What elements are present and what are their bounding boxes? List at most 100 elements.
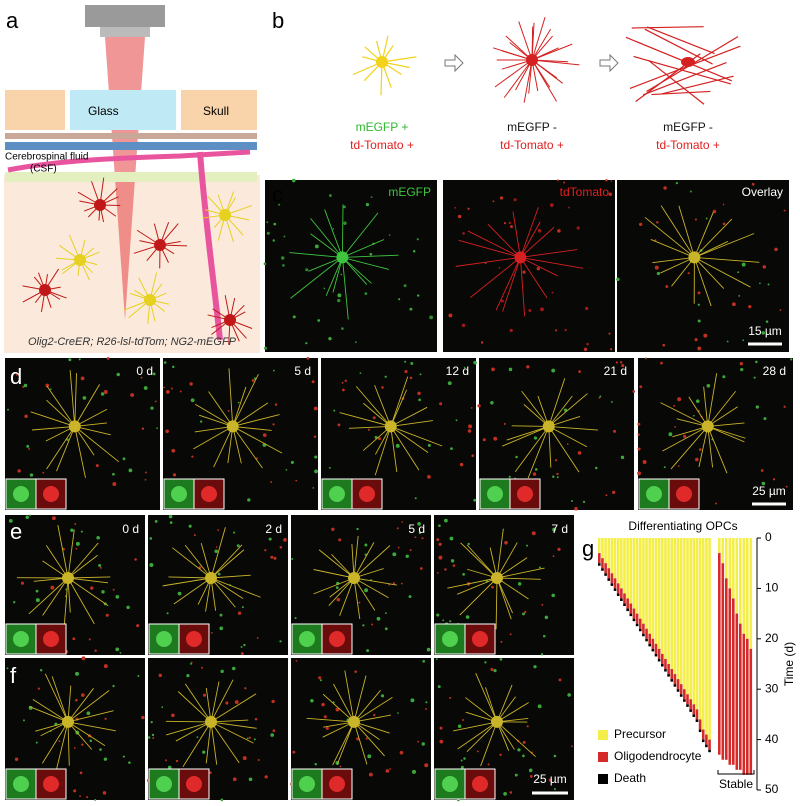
process bbox=[41, 721, 69, 764]
inset-soma bbox=[329, 776, 345, 792]
speckle bbox=[279, 545, 283, 549]
speckle bbox=[515, 455, 518, 459]
process bbox=[703, 386, 709, 427]
process bbox=[496, 721, 536, 758]
process bbox=[353, 696, 393, 723]
speckle bbox=[608, 332, 611, 335]
speckle bbox=[660, 361, 663, 365]
speckle bbox=[508, 221, 511, 225]
process bbox=[353, 690, 381, 723]
speckle bbox=[272, 239, 275, 242]
bar-segment bbox=[629, 538, 633, 604]
speckle bbox=[503, 222, 507, 225]
speckle bbox=[24, 414, 28, 419]
speckle bbox=[555, 329, 558, 332]
speckle bbox=[214, 549, 218, 554]
process bbox=[390, 426, 398, 473]
process bbox=[531, 43, 573, 61]
speckle bbox=[437, 571, 439, 574]
process bbox=[74, 408, 108, 427]
speckle bbox=[377, 437, 382, 441]
process bbox=[470, 257, 521, 298]
speckle bbox=[732, 302, 736, 307]
speckle bbox=[168, 514, 173, 519]
speckle bbox=[417, 391, 421, 396]
speckle bbox=[563, 181, 566, 184]
speckle bbox=[715, 502, 718, 505]
speckle bbox=[586, 342, 589, 346]
speckle bbox=[151, 733, 155, 737]
speckle bbox=[264, 549, 267, 552]
speckle bbox=[95, 464, 99, 468]
process bbox=[511, 425, 549, 427]
process bbox=[694, 218, 733, 258]
process bbox=[707, 390, 737, 427]
bar-segment bbox=[654, 643, 658, 654]
process bbox=[514, 426, 550, 473]
process bbox=[342, 239, 385, 258]
inset-soma bbox=[329, 486, 345, 502]
process bbox=[342, 254, 399, 258]
speckle bbox=[137, 675, 140, 677]
bar-segment bbox=[661, 538, 664, 654]
speckle bbox=[755, 405, 759, 409]
process bbox=[650, 238, 695, 258]
process bbox=[694, 257, 725, 289]
timepoint-label: 12 d bbox=[446, 364, 469, 378]
process bbox=[333, 683, 355, 723]
speckle bbox=[253, 377, 257, 380]
bar-segment bbox=[695, 709, 699, 720]
speckle bbox=[170, 387, 173, 390]
speckle bbox=[189, 382, 193, 386]
process bbox=[456, 577, 498, 595]
soma bbox=[336, 251, 349, 264]
myelin bbox=[629, 45, 741, 90]
blood-vessel bbox=[7, 149, 251, 173]
process bbox=[51, 676, 69, 723]
process bbox=[290, 257, 343, 299]
legend-swatch bbox=[598, 774, 608, 784]
speckle bbox=[452, 564, 456, 567]
bar-segment bbox=[689, 699, 692, 710]
process bbox=[455, 256, 521, 267]
process bbox=[390, 389, 408, 427]
bar-segment bbox=[739, 538, 742, 624]
process bbox=[46, 385, 76, 427]
speckle bbox=[35, 598, 40, 603]
process bbox=[194, 403, 233, 427]
y-axis-label: Time (d) bbox=[782, 642, 796, 686]
myelin bbox=[643, 61, 727, 96]
process bbox=[353, 675, 367, 723]
speckle bbox=[490, 401, 494, 405]
legend-swatch bbox=[598, 752, 608, 762]
speckle bbox=[295, 659, 298, 662]
bar-segment bbox=[676, 538, 680, 680]
process bbox=[322, 693, 355, 723]
bar-segment bbox=[645, 628, 648, 639]
speckle bbox=[89, 739, 93, 742]
bar-segment bbox=[676, 679, 680, 690]
speckle bbox=[608, 192, 613, 197]
speckle bbox=[499, 196, 504, 200]
speckle bbox=[438, 524, 441, 528]
speckle bbox=[599, 395, 602, 398]
chart-title: Differentiating OPCs bbox=[628, 519, 737, 533]
speckle bbox=[549, 203, 554, 208]
process bbox=[67, 690, 110, 723]
state-label: td-Tomato + bbox=[656, 138, 720, 152]
speckle bbox=[568, 206, 571, 209]
speckle bbox=[150, 406, 154, 410]
speckle bbox=[722, 203, 725, 206]
speckle bbox=[557, 179, 560, 182]
process bbox=[520, 257, 548, 299]
speckle bbox=[477, 404, 481, 408]
membrane bbox=[5, 142, 257, 150]
speckle bbox=[409, 376, 413, 380]
process bbox=[232, 426, 263, 469]
speckle bbox=[231, 666, 236, 671]
speckle bbox=[376, 616, 381, 621]
speckle bbox=[692, 414, 695, 417]
process bbox=[531, 59, 557, 102]
bar-segment bbox=[725, 538, 728, 579]
process bbox=[707, 426, 714, 468]
